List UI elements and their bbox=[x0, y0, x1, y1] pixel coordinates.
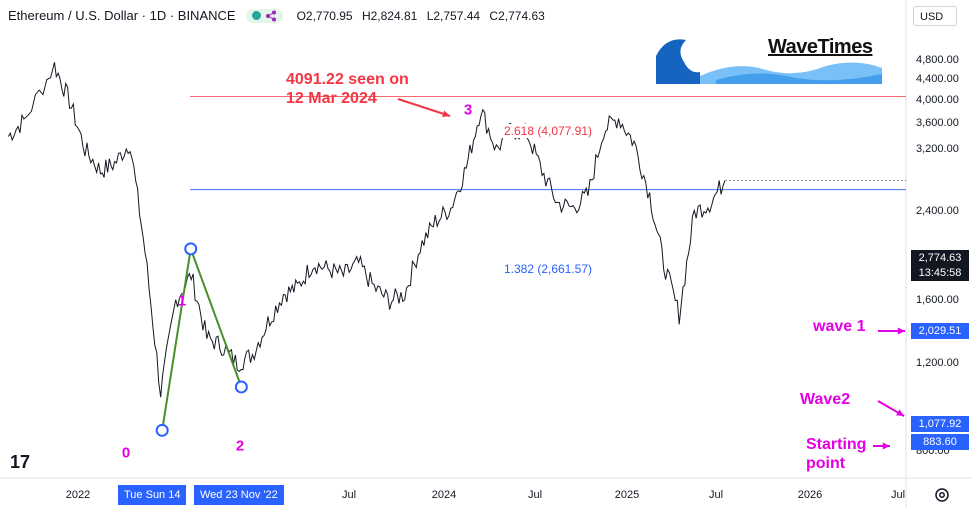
ohlc-values: O2,770.95 H2,824.81 L2,757.44 C2,774.63 bbox=[297, 9, 551, 23]
low-value: L2,757.44 bbox=[426, 8, 481, 23]
x-tick-label: 2026 bbox=[797, 489, 823, 501]
fib-label-1382: 1.382 (2,661.57) bbox=[503, 262, 593, 276]
y-tick-label: 1,600.00 bbox=[916, 293, 959, 306]
price-line bbox=[7, 62, 726, 398]
start-arrow-head bbox=[882, 442, 890, 450]
fib-lines bbox=[190, 96, 906, 191]
currency-button[interactable]: USD bbox=[913, 6, 957, 26]
indicator-pill[interactable] bbox=[245, 8, 283, 23]
start-price-tag: 883.60 bbox=[911, 434, 969, 450]
wavetimes-logo bbox=[656, 39, 882, 84]
crosshair-date-right: Wed 23 Nov '22 bbox=[194, 485, 284, 505]
y-tick-label: 1,200.00 bbox=[916, 356, 959, 369]
x-tick-label: Jul bbox=[890, 489, 906, 501]
wave2-price-tag: 1,077.92 bbox=[911, 416, 969, 432]
last-price-tag: 2,774.63 bbox=[911, 250, 969, 266]
wave-label-3: 3 bbox=[463, 101, 473, 119]
wave-point-0 bbox=[155, 423, 169, 437]
wave-label-1: 1 bbox=[177, 292, 187, 310]
high-value: H2,824.81 bbox=[361, 8, 418, 23]
symbol-title[interactable]: Ethereum / U.S. Dollar · 1D · BINANCE bbox=[8, 8, 236, 23]
y-tick-label: 4,000.00 bbox=[916, 93, 959, 106]
x-tick-label: 2025 bbox=[614, 489, 640, 501]
x-tick-label: Jul bbox=[341, 489, 357, 501]
peak-arrow-line bbox=[397, 98, 451, 117]
tradingview-logo: 17 bbox=[10, 452, 31, 472]
wave-label-0: 0 bbox=[121, 444, 131, 462]
wave-point-1 bbox=[184, 242, 198, 256]
x-tick-label: Jul bbox=[708, 489, 724, 501]
annotation-arrows bbox=[397, 98, 905, 450]
y-tick-label: 2,400.00 bbox=[916, 205, 959, 218]
wave-path bbox=[161, 244, 243, 431]
wave2-arrow-head bbox=[896, 409, 904, 416]
chart-header: Ethereum / U.S. Dollar · 1D · BINANCE O2… bbox=[8, 8, 551, 23]
y-tick-label: 4,400.00 bbox=[916, 73, 959, 86]
settings-gear-icon[interactable] bbox=[933, 486, 951, 504]
peak-note: 4091.22 seen on 12 Mar 2024 bbox=[286, 71, 409, 107]
fib-label-2618: 2.618 (4,077.91) bbox=[501, 124, 595, 138]
y-tick-label: 3,600.00 bbox=[916, 116, 959, 129]
price-series bbox=[7, 62, 906, 398]
close-value: C2,774.63 bbox=[489, 8, 545, 23]
peak-arrow-head bbox=[442, 110, 450, 118]
countdown-tag: 13:45:58 bbox=[911, 265, 969, 281]
crosshair-date-left: Tue Sun 14 bbox=[118, 485, 187, 505]
logo-text: WaveTimes bbox=[768, 36, 873, 58]
x-tick-label: 2024 bbox=[431, 489, 457, 501]
open-value: O2,770.95 bbox=[296, 8, 353, 23]
start-note: Starting point bbox=[806, 436, 867, 472]
y-tick-label: 4,800.00 bbox=[916, 54, 959, 67]
status-dot-icon bbox=[251, 11, 261, 20]
wave1-note: wave 1 bbox=[813, 318, 866, 335]
wave2-note: Wave2 bbox=[800, 391, 851, 408]
x-tick-label: Jul bbox=[527, 489, 543, 501]
wave-point-2 bbox=[234, 380, 248, 394]
y-tick-label: 3,200.00 bbox=[916, 142, 959, 155]
wave1-price-tag: 2,029.51 bbox=[911, 323, 969, 339]
wave-label-2: 2 bbox=[235, 437, 245, 455]
x-tick-label: 2022 bbox=[65, 489, 91, 501]
share-icon[interactable] bbox=[265, 10, 277, 22]
wave1-arrow-head bbox=[897, 327, 905, 335]
wave-overlay bbox=[155, 242, 248, 437]
